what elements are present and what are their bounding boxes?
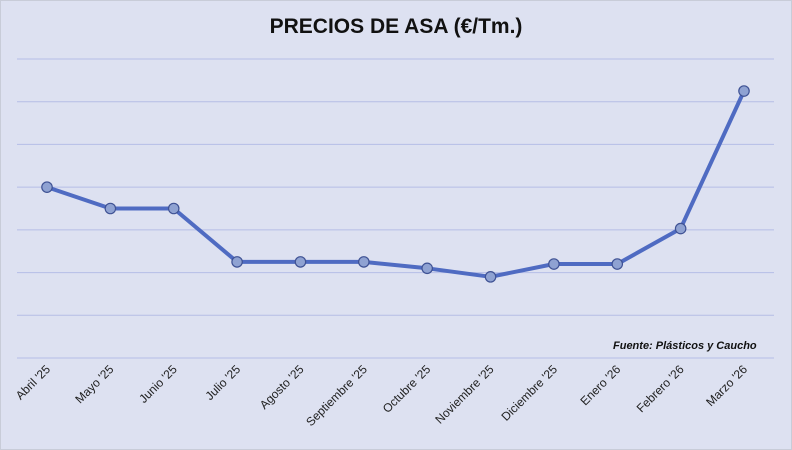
x-tick-label: Diciembre '25 [499, 362, 561, 424]
data-point [548, 258, 560, 270]
x-tick-label: Mayo '25 [72, 362, 116, 406]
x-tick-label: Enero '26 [577, 362, 623, 408]
x-tick-label: Febrero '26 [634, 362, 687, 415]
data-point [421, 262, 433, 275]
source-annotation: Fuente: Plásticos y Caucho [613, 340, 757, 352]
series-line [45, 89, 746, 279]
data-point [484, 271, 497, 283]
x-tick-label: Julio '25 [202, 362, 243, 403]
x-tick-label: Octubre '25 [380, 362, 434, 416]
x-tick-label: Septiembre '25 [303, 362, 370, 429]
data-point [231, 256, 243, 268]
data-point [611, 258, 624, 270]
x-tick-label: Abril '25 [13, 362, 54, 403]
data-point [294, 256, 307, 268]
data-point [358, 256, 370, 268]
x-tick-label: Agosto '25 [257, 362, 307, 412]
data-point [41, 181, 53, 193]
data-point [738, 85, 750, 97]
x-tick-label: Junio '25 [136, 362, 180, 406]
x-tick-label: Marzo '26 [703, 362, 750, 409]
data-point [167, 202, 180, 215]
data-point [674, 222, 687, 235]
x-tick-label: Noviembre '25 [432, 362, 497, 427]
data-point [104, 202, 117, 215]
chart-title: PRECIOS DE ASA (€/Tm.) [269, 15, 523, 38]
